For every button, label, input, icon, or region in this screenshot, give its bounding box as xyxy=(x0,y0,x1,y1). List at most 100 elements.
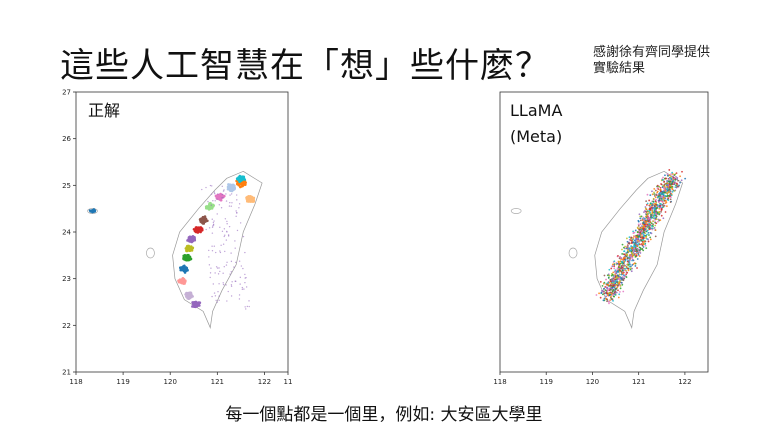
x-tick-label: 121 xyxy=(211,378,224,386)
point xyxy=(653,205,656,208)
point xyxy=(622,257,625,260)
point xyxy=(649,211,651,214)
point xyxy=(213,192,216,195)
point xyxy=(651,227,654,230)
point xyxy=(651,190,653,193)
point xyxy=(188,296,192,300)
point xyxy=(180,281,183,285)
point xyxy=(222,283,225,286)
point xyxy=(222,190,225,192)
point xyxy=(218,299,220,301)
point xyxy=(236,229,239,232)
point xyxy=(653,202,656,205)
point xyxy=(239,276,242,279)
point xyxy=(211,226,214,228)
point xyxy=(636,231,639,234)
point xyxy=(228,205,231,207)
point xyxy=(205,186,207,189)
point xyxy=(616,286,619,289)
point xyxy=(236,199,238,201)
point xyxy=(636,250,638,253)
point xyxy=(653,217,656,219)
point xyxy=(230,205,233,207)
point xyxy=(235,280,237,282)
point xyxy=(643,237,645,239)
point xyxy=(657,188,660,191)
point xyxy=(605,286,608,289)
point xyxy=(638,240,641,242)
point xyxy=(622,290,625,293)
point xyxy=(661,204,664,206)
point xyxy=(647,240,650,243)
point xyxy=(649,224,652,226)
point xyxy=(634,229,637,232)
point xyxy=(667,191,670,193)
point xyxy=(230,285,233,287)
x-tick-label: 120 xyxy=(164,378,177,386)
point xyxy=(655,207,658,210)
point xyxy=(621,258,624,261)
point xyxy=(662,187,665,190)
point xyxy=(674,181,676,183)
point xyxy=(649,228,651,231)
point xyxy=(669,178,671,180)
point xyxy=(217,273,220,275)
point xyxy=(659,186,662,189)
point xyxy=(649,194,652,197)
point xyxy=(603,287,606,290)
point xyxy=(222,196,224,199)
point xyxy=(610,267,613,270)
point xyxy=(666,195,669,198)
plot-frame xyxy=(499,91,709,373)
point xyxy=(680,179,683,182)
point xyxy=(660,214,663,217)
point xyxy=(659,206,662,209)
point xyxy=(612,271,615,274)
point xyxy=(611,265,614,268)
point xyxy=(616,281,618,284)
point xyxy=(222,272,224,274)
point xyxy=(595,294,598,296)
point xyxy=(654,229,657,232)
point xyxy=(196,301,199,305)
point xyxy=(637,223,640,226)
point xyxy=(647,238,649,241)
point xyxy=(644,240,647,243)
credit-note: 感謝徐有齊同學提供 實驗結果 xyxy=(593,45,710,77)
point xyxy=(619,267,622,269)
point xyxy=(235,215,237,218)
y-tick-label: 24 xyxy=(62,229,71,237)
plot-frame xyxy=(75,91,289,373)
point xyxy=(599,296,602,299)
point xyxy=(620,278,623,281)
point xyxy=(653,194,656,197)
point xyxy=(614,280,617,282)
point xyxy=(670,175,672,178)
point xyxy=(628,260,631,262)
point xyxy=(231,281,233,283)
point xyxy=(609,299,612,302)
point xyxy=(651,193,654,196)
point xyxy=(212,223,215,226)
point xyxy=(623,250,626,253)
ground-truth-plot: 118 119 120 121 122 11 21 22 23 24 25 26 27 正解 xyxy=(48,88,296,387)
point xyxy=(664,211,667,213)
point xyxy=(663,181,665,183)
point xyxy=(231,188,235,192)
point xyxy=(612,292,614,295)
point xyxy=(203,215,207,218)
point xyxy=(675,172,678,175)
point xyxy=(218,267,220,269)
point xyxy=(638,255,641,257)
point xyxy=(649,236,652,239)
point xyxy=(230,271,232,273)
point xyxy=(618,293,621,296)
point xyxy=(651,225,653,228)
point xyxy=(655,193,657,196)
point xyxy=(228,225,231,228)
point xyxy=(239,283,241,285)
point xyxy=(612,294,614,297)
point xyxy=(625,237,628,240)
point xyxy=(624,245,626,248)
point xyxy=(609,284,612,287)
